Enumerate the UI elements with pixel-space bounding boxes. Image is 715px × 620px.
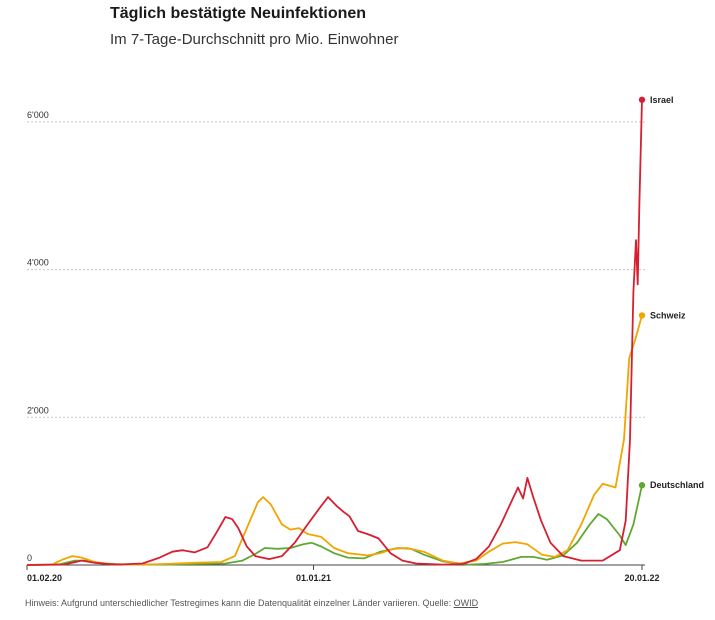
series-line-deutschland [26, 485, 643, 566]
chart-subtitle: Im 7-Tage-Durchschnitt pro Mio. Einwohne… [110, 31, 399, 48]
series-label-israel: Israel [650, 95, 674, 105]
series-line-schweiz [26, 315, 643, 566]
y-tick-label: 4'000 [27, 258, 49, 268]
series-end-marker-israel [638, 96, 646, 103]
x-tick-label: 01.02.20 [27, 573, 62, 583]
y-tick-label: 2'000 [27, 405, 49, 415]
source-link[interactable]: OWID [453, 598, 479, 608]
footer-note: Hinweis: Aufgrund unterschiedlicher Test… [25, 598, 454, 608]
line-chart: 0 2'000 4'000 6'000 01.02.20 01.01.21 20.01.22… [26, 95, 704, 583]
y-tick-label: 0 [27, 553, 32, 563]
y-tick-label: 6'000 [27, 110, 49, 120]
grid-layer: 0 2'000 4'000 6'000 01.02.20 01.01.21 20.01.22 [26, 110, 660, 583]
x-tick-label: 20.01.22 [624, 573, 659, 583]
series-end-marker-schweiz [638, 312, 646, 319]
series-label-schweiz: Schweiz [650, 310, 686, 320]
chart-title: Täglich bestätigte Neuinfektionen [110, 5, 367, 22]
series-end-marker-deutschland [638, 482, 646, 489]
x-tick-label: 01.01.21 [296, 573, 331, 583]
label-layer: Deutschland Schweiz Israel [638, 95, 704, 490]
series-layer [26, 99, 643, 566]
series-label-deutschland: Deutschland [650, 480, 704, 490]
chart-footer: Hinweis: Aufgrund unterschiedlicher Test… [25, 598, 478, 608]
series-line-israel [26, 99, 643, 566]
